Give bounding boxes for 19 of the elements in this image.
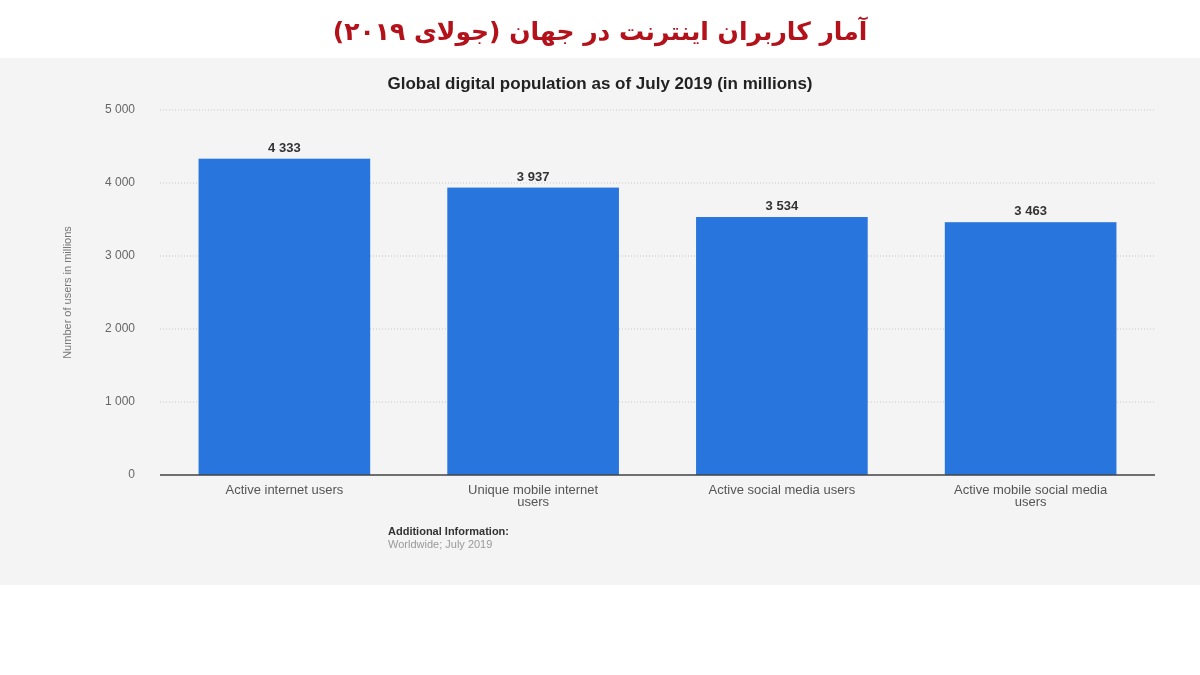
x-tick-label: Active social media users (708, 482, 856, 497)
y-axis-title: Number of users in millions (60, 225, 73, 359)
text: Additional Information: (388, 525, 509, 537)
text: Worldwide; July 2019 (388, 538, 493, 550)
y-tick-label: 2 000 (104, 321, 136, 336)
data-label: 3 937 (516, 168, 550, 184)
data-label: 3 463 (1014, 203, 1047, 219)
y-tick-label: 1 000 (104, 394, 136, 409)
y-tick-label: 5 000 (104, 102, 136, 117)
x-tick-label: Unique mobile internet users (468, 482, 599, 509)
chart-title: آمار کاربران اینترنت در جهان (جولای ۲۰۱۹) (332, 16, 869, 47)
y-tick-label: 3 000 (104, 248, 136, 263)
x-tick-label: Active mobile social media users (954, 482, 1108, 509)
y-tick-label: 4 000 (104, 175, 136, 190)
chart-subtitle: Global digital population as of July 2019 (in millions) (387, 74, 813, 93)
y-tick-label: 0 (128, 467, 136, 482)
data-label: 4 333 (268, 139, 301, 155)
data-label: 3 534 (765, 198, 799, 214)
x-tick-label: Active internet users (225, 482, 344, 497)
